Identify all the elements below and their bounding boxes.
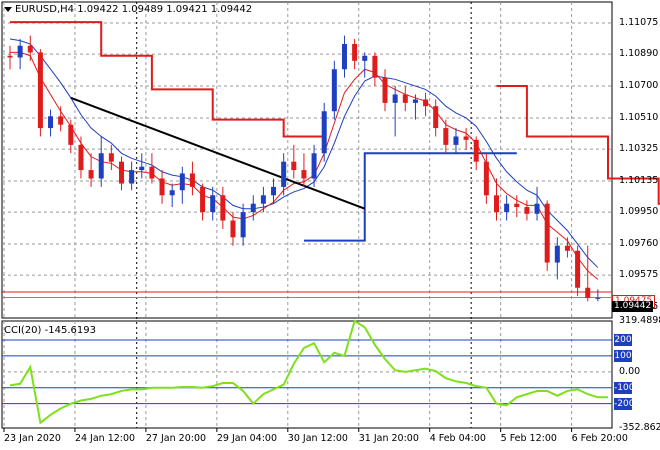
dropdown-triangle-icon[interactable]	[4, 6, 12, 12]
bear-candle	[189, 173, 195, 187]
bear-candle	[483, 161, 489, 196]
upper-channel-line	[496, 85, 660, 205]
cci-axis-label: 100	[614, 349, 632, 362]
bull-candle	[169, 190, 175, 196]
bear-candle	[78, 144, 84, 171]
upper-channel-line	[10, 21, 325, 138]
time-axis-label: 30 Jan 12:00	[287, 433, 348, 444]
bear-candle	[564, 245, 570, 251]
price-axis-label: 1.09950	[619, 206, 659, 218]
bear-candle	[402, 94, 408, 103]
trendline	[70, 96, 366, 210]
bull-candle	[341, 44, 347, 70]
bear-candle	[88, 170, 94, 179]
bear-candle	[108, 153, 114, 162]
cci-axis-label: 0.00	[619, 365, 641, 377]
bull-candle	[98, 153, 104, 179]
bear-candle	[149, 166, 155, 179]
bear-candle	[585, 287, 591, 298]
bear-candle	[514, 203, 520, 208]
price-axis-label: 1.09575	[619, 269, 659, 281]
bear-candle	[27, 45, 33, 53]
cci-axis-label: -100	[614, 381, 635, 394]
cci-axis-label: -200	[614, 397, 635, 410]
cci-axis-label: 200	[614, 334, 632, 347]
bear-candle	[230, 220, 236, 238]
time-axis-label: 27 Jan 20:00	[145, 433, 207, 444]
bull-candle	[281, 161, 287, 187]
bear-candle	[443, 128, 449, 145]
bear-candle	[494, 195, 500, 213]
bear-candle	[575, 250, 581, 288]
bull-candle	[554, 245, 560, 263]
bull-candle	[17, 45, 23, 58]
bull-candle	[362, 55, 368, 61]
time-axis-label: 5 Feb 12:00	[500, 433, 557, 444]
bull-candle	[210, 195, 216, 213]
price-axis-label: 1.10890	[619, 48, 659, 60]
bull-candle	[179, 173, 185, 191]
bull-candle	[129, 170, 135, 184]
bear-candle	[382, 77, 388, 103]
bear-candle	[200, 186, 206, 213]
ma-slow-line	[9, 38, 599, 268]
bear-candle	[372, 55, 378, 78]
bear-candle	[352, 44, 358, 61]
bear-candle	[58, 116, 64, 125]
bear-candle	[7, 55, 13, 58]
bull-candle	[504, 203, 510, 213]
bear-candle	[433, 106, 439, 129]
bear-candle	[524, 207, 530, 214]
bear-candle	[159, 178, 165, 196]
bull-candle	[240, 212, 246, 238]
time-axis-label: 24 Jan 12:00	[74, 433, 136, 444]
bear-candle	[463, 136, 469, 140]
price-axis-label: 1.10325	[619, 143, 659, 155]
bull-candle	[48, 116, 54, 129]
bear-candle	[301, 170, 307, 179]
cci-title: CCI(20) -145.6193	[4, 325, 96, 336]
main-panel-frame	[1, 1, 613, 319]
price-axis-label: 1.10510	[619, 111, 659, 123]
bear-candle	[220, 195, 226, 221]
cci-axis-label: -352.8623	[619, 422, 660, 433]
bear-candle	[473, 139, 479, 162]
bull-candle	[453, 136, 459, 145]
cci-axis-label: 319.4898	[619, 315, 660, 326]
cci-panel-frame	[1, 320, 613, 429]
bull-candle	[271, 186, 277, 196]
bull-candle	[412, 99, 418, 103]
bull-candle	[260, 195, 266, 204]
bull-candle	[534, 203, 540, 214]
bear-candle	[544, 203, 550, 263]
bear-candle	[291, 161, 297, 171]
bull-candle	[321, 111, 327, 154]
cci-line	[9, 319, 608, 425]
bull-candle	[392, 94, 398, 103]
time-axis-label: 29 Jan 04:00	[216, 433, 277, 444]
chart-title: EURUSD,H4 1.09422 1.09489 1.09421 1.0944…	[4, 4, 252, 15]
time-axis-label: 23 Jan 2020	[4, 433, 61, 444]
bear-candle	[37, 52, 43, 129]
bear-candle	[68, 124, 74, 145]
price-axis-label: 1.10700	[619, 80, 659, 92]
price-axis-label: 1.11075	[619, 17, 659, 28]
bull-candle	[311, 153, 317, 179]
lower-channel-line	[303, 152, 517, 242]
price-axis-label: 1.09760	[619, 238, 659, 250]
bull-candle	[331, 69, 337, 112]
time-axis-label: 4 Feb 04:00	[429, 433, 486, 444]
time-axis-label: 6 Feb 20:00	[571, 433, 628, 444]
bull-candle	[595, 297, 601, 299]
bear-candle	[423, 99, 429, 107]
bull-candle	[139, 166, 145, 171]
price-axis-label: 1.10135	[619, 175, 659, 186]
bull-candle	[250, 203, 256, 213]
bear-candle	[118, 161, 124, 184]
time-axis-label: 31 Jan 20:00	[358, 433, 419, 444]
current-price-tag: 1.09442	[612, 301, 654, 312]
